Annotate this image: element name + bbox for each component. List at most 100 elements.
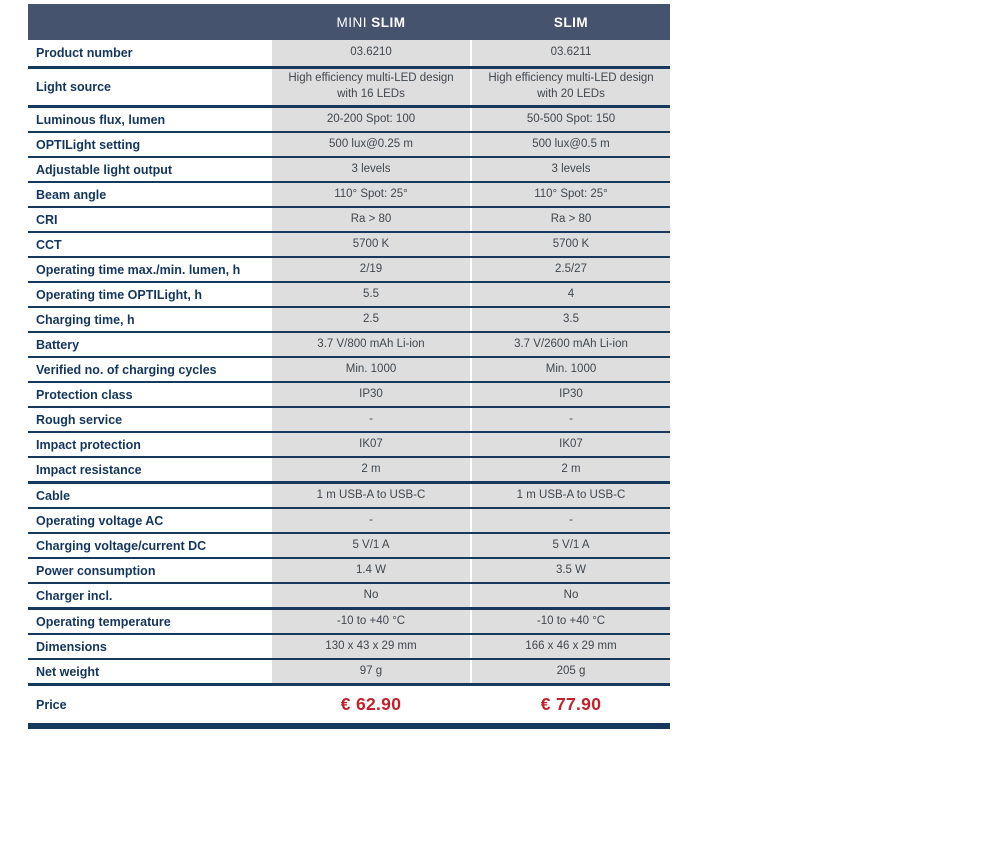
table-row: Luminous flux, lumen 20-200 Spot: 100 50… bbox=[28, 108, 670, 133]
table-row: Net weight 97 g 205 g bbox=[28, 660, 670, 686]
table-row: Operating time max./min. lumen, h 2/19 2… bbox=[28, 258, 670, 283]
row-label: Impact resistance bbox=[28, 458, 272, 481]
row-label: Dimensions bbox=[28, 635, 272, 658]
row-value-slim: IP30 bbox=[472, 383, 670, 406]
row-label: CRI bbox=[28, 208, 272, 231]
row-value-slim: 500 lux@0.5 m bbox=[472, 133, 670, 156]
table-header: MINI SLIM SLIM bbox=[28, 4, 670, 40]
row-label: Verified no. of charging cycles bbox=[28, 358, 272, 381]
table-row: Power consumption 1.4 W 3.5 W bbox=[28, 559, 670, 584]
table-row: Operating voltage AC - - bbox=[28, 509, 670, 534]
price-label: Price bbox=[28, 686, 272, 723]
row-value-mini-slim: 1 m USB-A to USB-C bbox=[272, 484, 470, 507]
row-value-slim: - bbox=[472, 509, 670, 532]
price-value-mini-slim: € 62.90 bbox=[340, 694, 402, 714]
table-row: Impact resistance 2 m 2 m bbox=[28, 458, 670, 484]
table-row: Charging voltage/current DC 5 V/1 A 5 V/… bbox=[28, 534, 670, 559]
table-row: Dimensions 130 x 43 x 29 mm 166 x 46 x 2… bbox=[28, 635, 670, 660]
row-value-slim: 5700 K bbox=[472, 233, 670, 256]
column-header-mini-slim: MINI SLIM bbox=[272, 15, 470, 30]
row-label: Charging voltage/current DC bbox=[28, 534, 272, 557]
table-row: Protection class IP30 IP30 bbox=[28, 383, 670, 408]
table-row: Verified no. of charging cycles Min. 100… bbox=[28, 358, 670, 383]
row-value-slim: 2 m bbox=[472, 458, 670, 481]
row-label: OPTILight setting bbox=[28, 133, 272, 156]
table-row: Charger incl. No No bbox=[28, 584, 670, 610]
price-row: Price € 62.90 € 77.90 bbox=[28, 686, 670, 723]
bottom-divider-bar bbox=[28, 723, 670, 729]
row-value-mini-slim: - bbox=[272, 408, 470, 431]
row-value-mini-slim: IP30 bbox=[272, 383, 470, 406]
table-row: Cable 1 m USB-A to USB-C 1 m USB-A to US… bbox=[28, 484, 670, 509]
row-value-slim: -10 to +40 °C bbox=[472, 610, 670, 633]
row-value-mini-slim: No bbox=[272, 584, 470, 607]
row-value-mini-slim: - bbox=[272, 509, 470, 532]
row-value-slim: IK07 bbox=[472, 433, 670, 456]
row-value-mini-slim: Ra > 80 bbox=[272, 208, 470, 231]
row-label: Protection class bbox=[28, 383, 272, 406]
table-row: Operating temperature -10 to +40 °C -10 … bbox=[28, 610, 670, 635]
row-value-mini-slim: 1.4 W bbox=[272, 559, 470, 582]
row-value-mini-slim: 3.7 V/800 mAh Li-ion bbox=[272, 333, 470, 356]
row-value-mini-slim: 110° Spot: 25° bbox=[272, 183, 470, 206]
row-value-slim: 1 m USB-A to USB-C bbox=[472, 484, 670, 507]
table-row: Product number 03.6210 03.6211 bbox=[28, 40, 670, 69]
row-value-mini-slim: 130 x 43 x 29 mm bbox=[272, 635, 470, 658]
table-row: Operating time OPTILight, h 5.5 4 bbox=[28, 283, 670, 308]
table-row: Rough service - - bbox=[28, 408, 670, 433]
row-value-slim: 4 bbox=[472, 283, 670, 306]
column-header-slim: SLIM bbox=[472, 15, 670, 30]
row-value-slim: 3 levels bbox=[472, 158, 670, 181]
row-label: Light source bbox=[28, 69, 272, 105]
row-value-mini-slim: 500 lux@0.25 m bbox=[272, 133, 470, 156]
row-label: Charging time, h bbox=[28, 308, 272, 331]
row-value-slim: 50-500 Spot: 150 bbox=[472, 108, 670, 131]
row-value-slim: 166 x 46 x 29 mm bbox=[472, 635, 670, 658]
row-label: Adjustable light output bbox=[28, 158, 272, 181]
row-value-slim: 3.5 W bbox=[472, 559, 670, 582]
row-value-slim: High efficiency multi-LED design with 20… bbox=[472, 69, 670, 105]
row-value-mini-slim: -10 to +40 °C bbox=[272, 610, 470, 633]
product-comparison-table: MINI SLIM SLIM Product number 03.6210 03… bbox=[28, 4, 670, 729]
row-value-mini-slim: 2/19 bbox=[272, 258, 470, 281]
row-value-slim: No bbox=[472, 584, 670, 607]
row-value-mini-slim: IK07 bbox=[272, 433, 470, 456]
row-value-mini-slim: 5.5 bbox=[272, 283, 470, 306]
table-row: Battery 3.7 V/800 mAh Li-ion 3.7 V/2600 … bbox=[28, 333, 670, 358]
row-value-slim: 03.6211 bbox=[472, 40, 670, 66]
row-label: Luminous flux, lumen bbox=[28, 108, 272, 131]
row-value-mini-slim: 20-200 Spot: 100 bbox=[272, 108, 470, 131]
row-value-mini-slim: 03.6210 bbox=[272, 40, 470, 66]
row-label: Operating time OPTILight, h bbox=[28, 283, 272, 306]
row-value-slim: - bbox=[472, 408, 670, 431]
row-value-slim: 2.5/27 bbox=[472, 258, 670, 281]
column-header-name: SLIM bbox=[371, 14, 406, 30]
row-value-mini-slim: 5 V/1 A bbox=[272, 534, 470, 557]
row-label: Beam angle bbox=[28, 183, 272, 206]
row-label: Cable bbox=[28, 484, 272, 507]
row-value-slim: 3.5 bbox=[472, 308, 670, 331]
row-value-slim: 3.7 V/2600 mAh Li-ion bbox=[472, 333, 670, 356]
row-label: Rough service bbox=[28, 408, 272, 431]
row-label: Operating temperature bbox=[28, 610, 272, 633]
row-value-slim: 5 V/1 A bbox=[472, 534, 670, 557]
row-label: Power consumption bbox=[28, 559, 272, 582]
row-value-mini-slim: 3 levels bbox=[272, 158, 470, 181]
row-value-slim: Min. 1000 bbox=[472, 358, 670, 381]
row-label: CCT bbox=[28, 233, 272, 256]
row-label: Impact protection bbox=[28, 433, 272, 456]
row-value-slim: Ra > 80 bbox=[472, 208, 670, 231]
table-row: Impact protection IK07 IK07 bbox=[28, 433, 670, 458]
column-header-name: SLIM bbox=[553, 14, 589, 30]
price-value-slim: € 77.90 bbox=[540, 694, 602, 714]
row-label: Product number bbox=[28, 40, 272, 66]
row-value-mini-slim: 2.5 bbox=[272, 308, 470, 331]
table-row: Adjustable light output 3 levels 3 level… bbox=[28, 158, 670, 183]
row-label: Operating voltage AC bbox=[28, 509, 272, 532]
row-value-slim: 205 g bbox=[472, 660, 670, 683]
table-row: CRI Ra > 80 Ra > 80 bbox=[28, 208, 670, 233]
row-value-mini-slim: 5700 K bbox=[272, 233, 470, 256]
row-value-slim: 110° Spot: 25° bbox=[472, 183, 670, 206]
row-label: Operating time max./min. lumen, h bbox=[28, 258, 272, 281]
table-row: Charging time, h 2.5 3.5 bbox=[28, 308, 670, 333]
